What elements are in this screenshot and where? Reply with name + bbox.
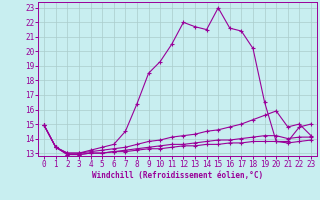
- X-axis label: Windchill (Refroidissement éolien,°C): Windchill (Refroidissement éolien,°C): [92, 171, 263, 180]
